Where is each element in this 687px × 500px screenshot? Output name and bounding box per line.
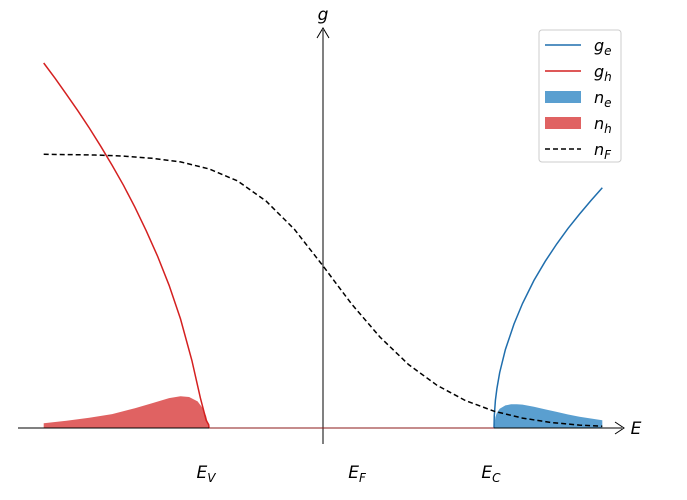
legend-swatch-n-e [545,91,581,103]
y-axis-arrow [316,27,330,39]
series-n-e-area [494,404,603,428]
series-n-h-area [43,396,210,428]
x-axis-arrow [614,421,625,435]
legend-label-n-e: ne [594,88,612,110]
x-tick-label-c: EC [481,463,501,485]
legend-label-n-F: nF [594,140,612,162]
legend-label-n-h: nh [594,114,612,136]
series-g-e-line [493,187,603,429]
legend: ge gh ne nh nF [538,29,622,163]
legend-swatch-n-h [545,117,581,129]
y-axis-label: g [318,5,329,25]
x-axis-label: E [631,419,642,439]
axes: Eg [18,5,642,444]
legend-label-g-e: ge [594,36,612,58]
line-layer [43,62,603,429]
series-g-h-line [43,62,210,429]
x-tick-labels: EV EF EC [197,463,502,485]
legend-label-g-h: gh [594,62,612,84]
series-n-F-line [43,153,603,427]
area-layer [43,396,603,428]
x-tick-label-v: EV [197,463,217,485]
x-tick-label-f: EF [348,463,367,485]
